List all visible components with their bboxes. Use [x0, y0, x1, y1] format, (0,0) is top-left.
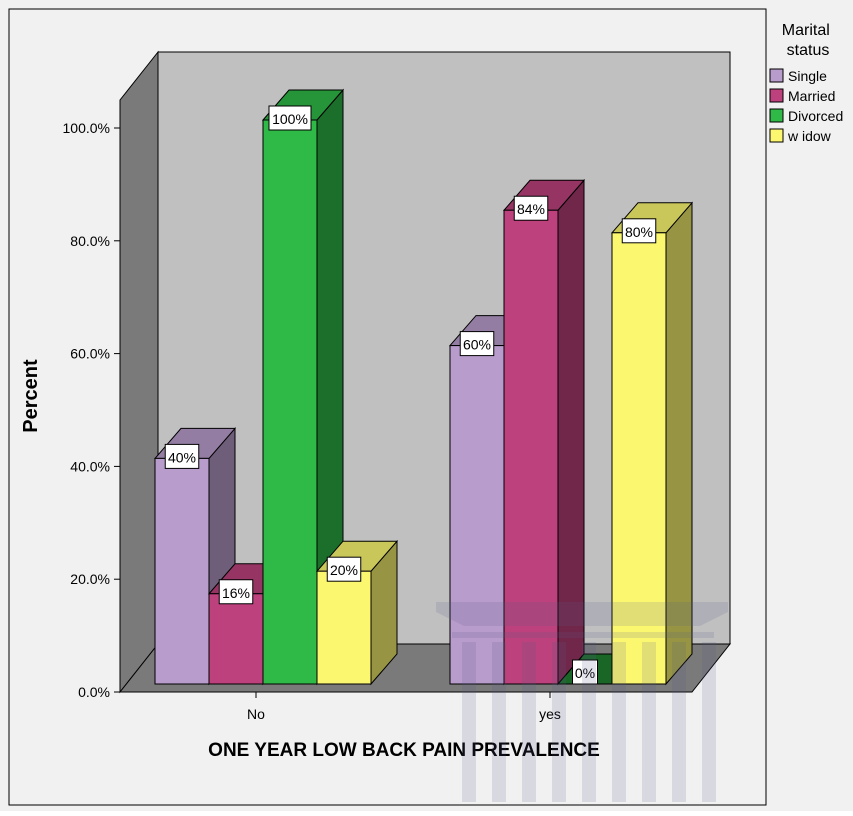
data-label: 20% [326, 556, 362, 582]
bar-front-face [262, 119, 318, 685]
legend-swatch [769, 68, 784, 83]
legend-swatch [769, 128, 784, 143]
legend-item-label: w idow [787, 128, 832, 144]
x-axis-title: ONE YEAR LOW BACK PAIN PREVALENCE [208, 740, 600, 761]
y-tick-label: 0.0% [78, 684, 110, 700]
x-axis-categories: No yes [247, 692, 561, 722]
y-tick-label: 40.0% [70, 458, 110, 474]
legend-swatch [769, 88, 784, 103]
bar-front-face [503, 209, 559, 685]
data-label-text: 100% [272, 111, 308, 127]
data-label-box [513, 195, 549, 221]
bar-front-face [154, 457, 210, 685]
data-label-box [572, 659, 598, 685]
x-category-label: yes [539, 706, 561, 722]
y-tick-label: 80.0% [70, 233, 110, 249]
data-label-text: 40% [168, 449, 196, 465]
legend-title: Marital status [782, 22, 834, 59]
bar-married-yes [502, 178, 586, 686]
bar-front-face [316, 570, 372, 685]
bars-group: 40% 16% 100% 20% 60% 84% 0% 80% [153, 88, 694, 686]
legend-title-line-2: status [787, 42, 830, 59]
data-label: 0% [572, 659, 598, 685]
legend-title-line-1: Marital [782, 22, 830, 39]
y-tick-label: 100.0% [63, 120, 110, 136]
bar-front-face [611, 232, 667, 685]
data-label-text: 0% [575, 665, 595, 681]
bar-widow-yes [610, 201, 694, 686]
legend: Single Married Divorced w idow [769, 68, 843, 144]
data-label: 80% [621, 218, 657, 244]
data-label: 84% [513, 195, 549, 221]
legend-item-label: Married [788, 88, 835, 104]
data-label-text: 20% [330, 562, 358, 578]
legend-item-label: Divorced [788, 108, 843, 124]
chart-border [8, 8, 767, 806]
x-category-label: No [247, 706, 265, 722]
y-tick-label: 60.0% [70, 346, 110, 362]
data-label: 16% [218, 579, 254, 605]
y-tick-label: 20.0% [70, 571, 110, 587]
watermark-building-icon [436, 602, 728, 802]
data-label-text: 60% [463, 337, 491, 353]
bar-divorced-no [261, 88, 345, 686]
data-label: 100% [268, 105, 312, 131]
legend-swatch [769, 108, 784, 123]
data-label-box [268, 105, 312, 131]
legend-item-label: Single [788, 68, 827, 84]
data-label: 60% [459, 331, 495, 357]
bar-front-face [208, 593, 264, 685]
data-label: 40% [164, 443, 200, 469]
data-label-box [218, 579, 254, 605]
data-label-text: 84% [517, 201, 545, 217]
data-label-text: 80% [625, 224, 653, 240]
plot-side-wall [119, 50, 159, 694]
data-label-text: 16% [222, 585, 250, 601]
y-axis-title: Percent [20, 359, 42, 433]
data-label-box [164, 443, 200, 469]
data-label-box [621, 218, 657, 244]
data-label-box [459, 331, 495, 357]
y-axis-ticks: 0.0% 20.0% 40.0% 60.0% 80.0% 100.0% [63, 120, 120, 700]
data-label-box [326, 556, 362, 582]
